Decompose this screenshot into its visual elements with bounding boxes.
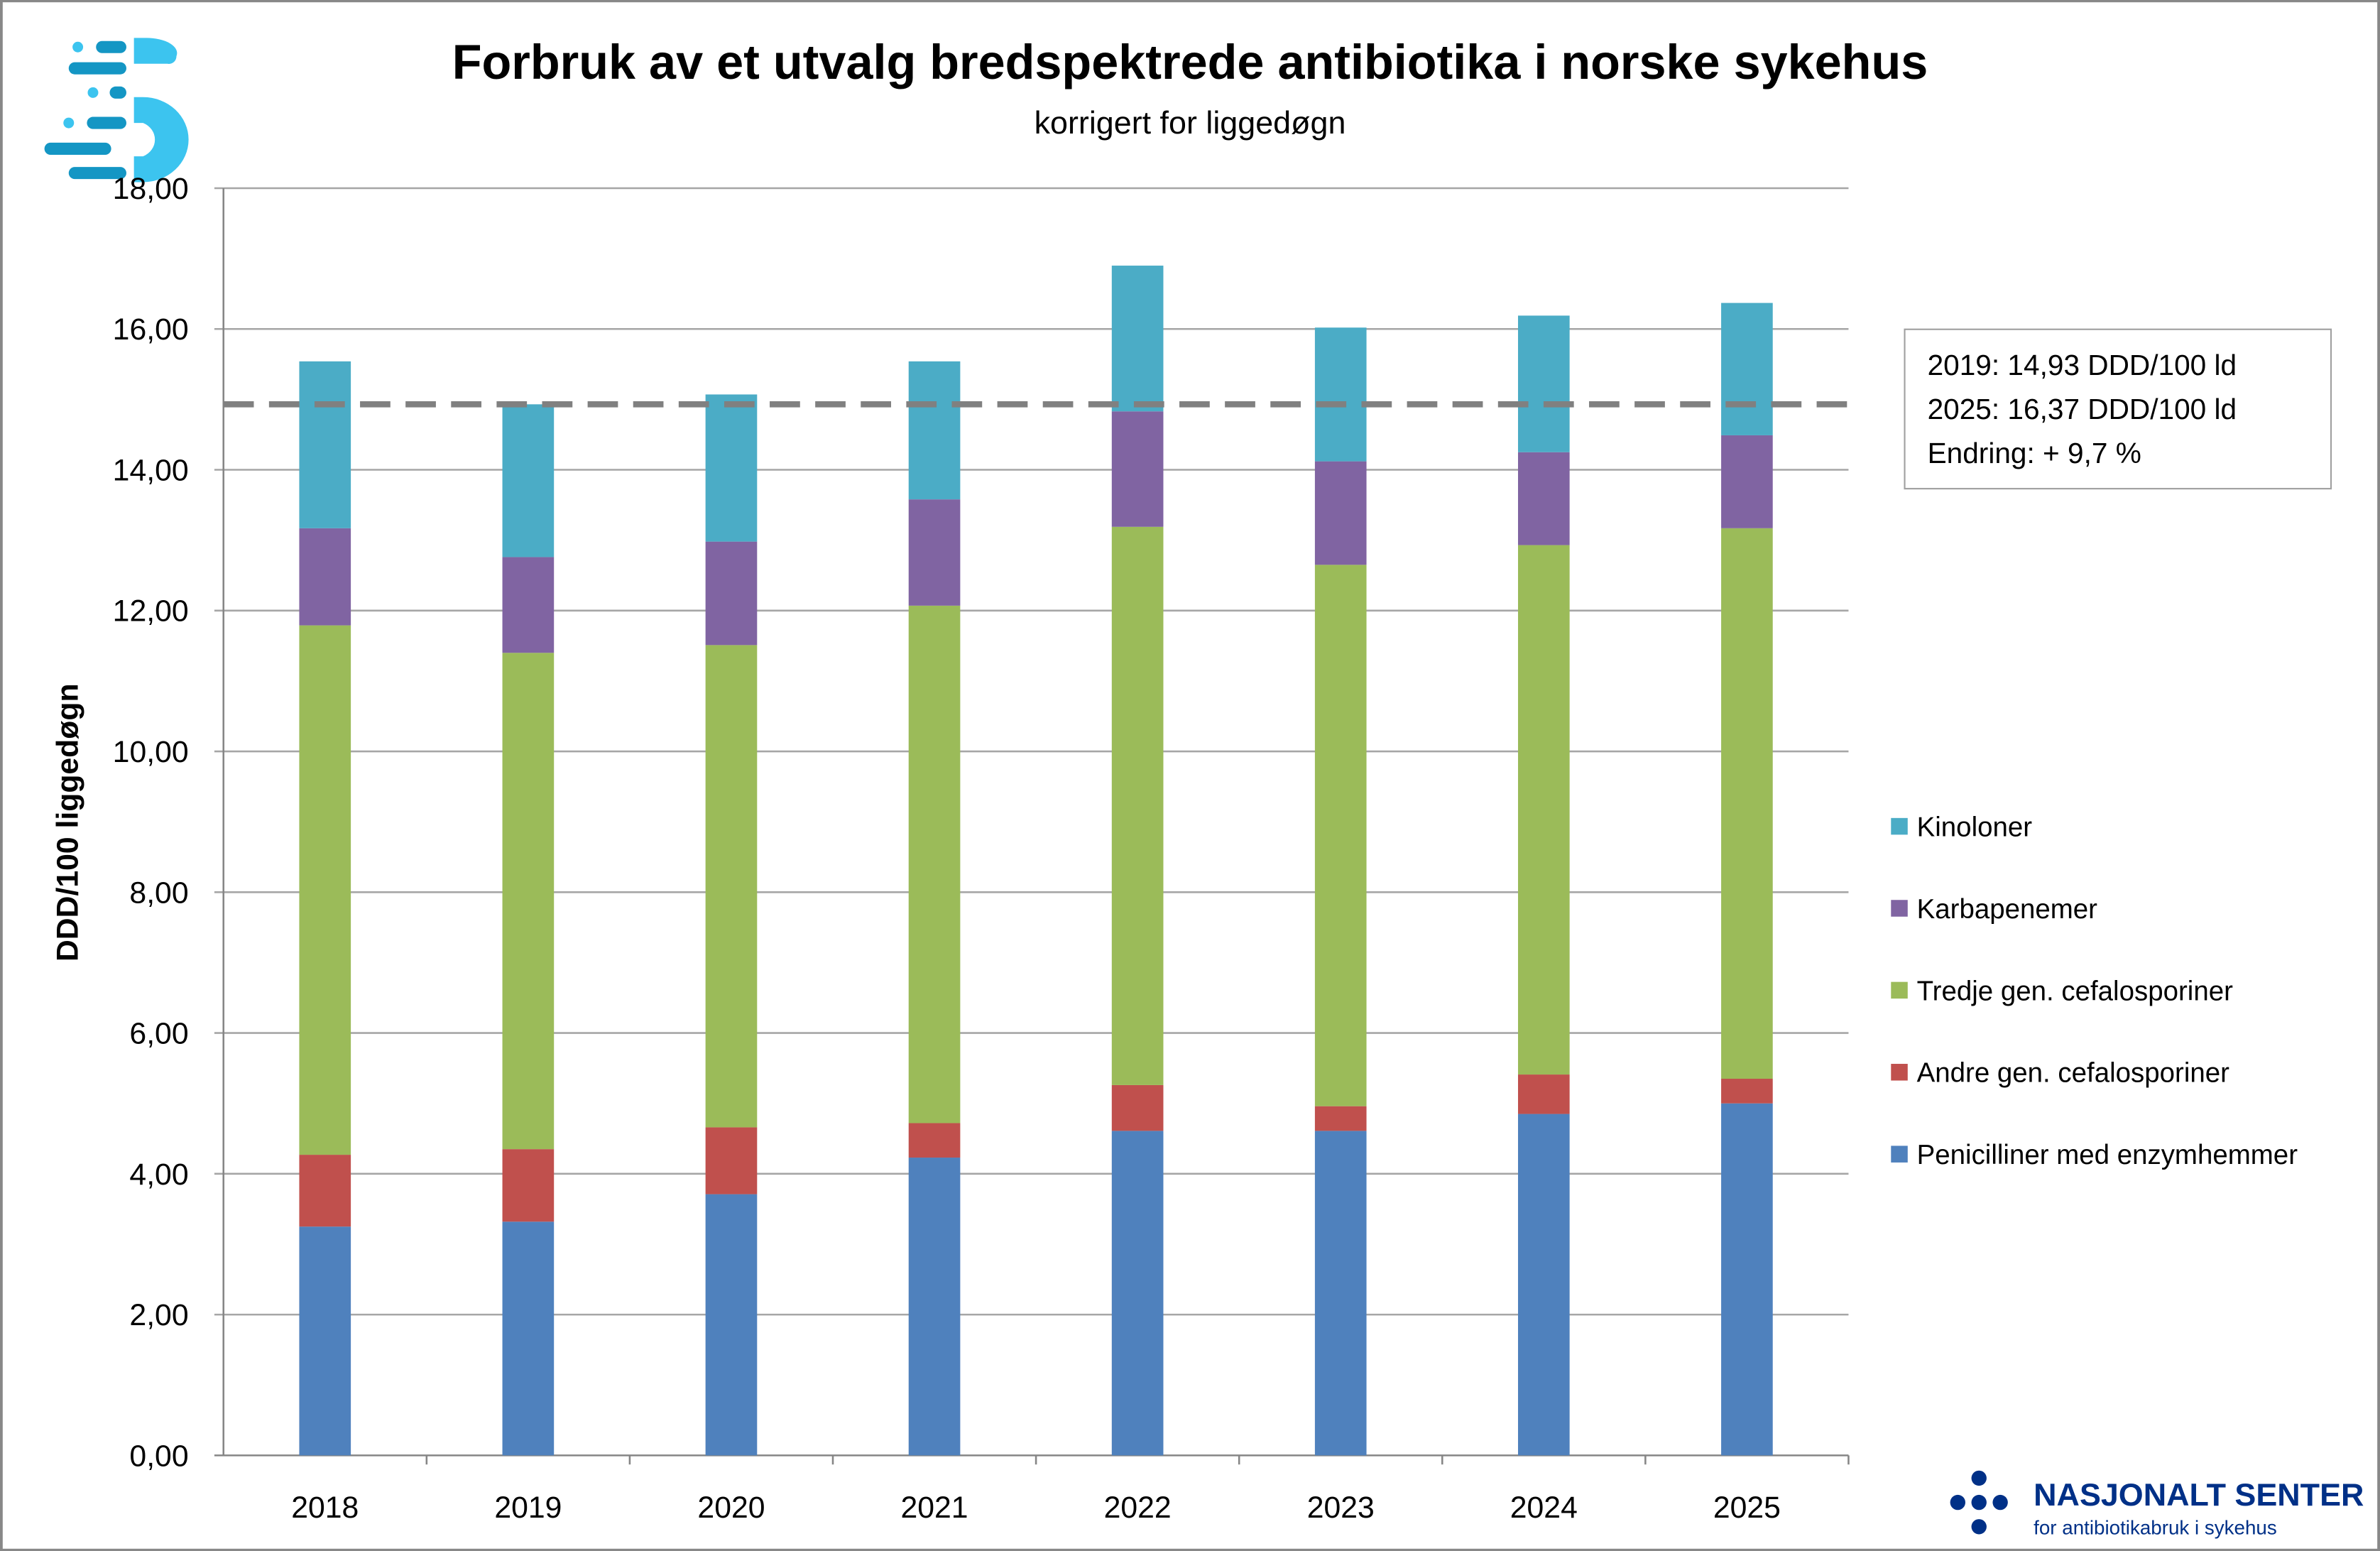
bar-segment-2020-2 [705, 645, 758, 1128]
legend-label: Andre gen. cefalosporiner [1917, 1058, 2230, 1089]
bar-segment-2021-4 [908, 361, 961, 500]
y-tick-labels: 0,00 2,00 4,00 6,00 8,00 10,00 12,00 14,00 16,00… [113, 172, 189, 1473]
bar-segment-2018-1 [299, 1155, 351, 1227]
gridlines [214, 187, 1849, 1457]
chart-subtitle: korrigert for liggedøgn [1035, 104, 1346, 141]
x-tick-label: 2023 [1307, 1491, 1375, 1525]
x-tick-label: 2021 [901, 1491, 968, 1525]
bar-segment-2019-1 [502, 1149, 555, 1222]
bar-segment-2018-2 [299, 625, 351, 1155]
x-tick-labels: 2018 2019 2020 2021 2022 2023 2024 2025 [291, 1455, 1850, 1525]
legend: Kinoloner Karbapenemer Tredje gen. cefalos… [1891, 812, 2298, 1170]
bar-segment-2020-4 [705, 394, 758, 542]
legend-swatch [1891, 817, 1908, 835]
logo-title: NASJONALT SENTER [2034, 1476, 2364, 1513]
y-axis-label: DDD/100 liggedøgn [51, 683, 85, 962]
bar-segment-2022-1 [1111, 1084, 1164, 1131]
bar-segment-2024-0 [1517, 1114, 1570, 1456]
bar-segment-2023-3 [1314, 461, 1367, 565]
bar-segment-2025-0 [1721, 1103, 1773, 1456]
bar-segment-2025-3 [1721, 435, 1773, 528]
y-tick-label: 16,00 [113, 312, 189, 347]
x-tick-label: 2024 [1510, 1491, 1578, 1525]
bar-segment-2023-2 [1314, 565, 1367, 1106]
y-tick-label: 0,00 [129, 1439, 188, 1473]
nasjonalt-senter-logo: NASJONALT SENTER for antibiotikabruk i s… [1950, 1470, 2364, 1538]
legend-swatch [1891, 1064, 1908, 1081]
bar-segment-2023-0 [1314, 1131, 1367, 1456]
bar-segment-2020-0 [705, 1194, 758, 1456]
annotation-box: 2019: 14,93 DDD/100 ld 2025: 16,37 DDD/1… [1904, 328, 2332, 490]
y-tick-label: 14,00 [113, 453, 189, 487]
bar-segment-2021-0 [908, 1158, 961, 1456]
y-tick-label: 4,00 [129, 1158, 188, 1192]
legend-swatch [1891, 1145, 1908, 1163]
bar-segment-2019-2 [502, 653, 555, 1150]
bar-segment-2018-0 [299, 1226, 351, 1456]
bar-segment-2025-1 [1721, 1079, 1773, 1104]
bar-segment-2024-4 [1517, 315, 1570, 452]
s-logo-icon [44, 38, 189, 183]
bar-segment-2021-1 [908, 1123, 961, 1158]
bar-segment-2021-3 [908, 499, 961, 606]
bar-segment-2022-3 [1111, 411, 1164, 527]
y-tick-label: 18,00 [113, 172, 189, 206]
bar-segment-2024-1 [1517, 1074, 1570, 1114]
y-tick-label: 6,00 [129, 1017, 188, 1051]
legend-label: Karbapenemer [1917, 894, 2098, 925]
y-tick-label: 10,00 [113, 735, 189, 769]
x-tick-label: 2018 [291, 1491, 359, 1525]
chart-title: Forbruk av et utvalg bredspektrede antib… [452, 36, 1928, 89]
x-tick-label: 2020 [697, 1491, 765, 1525]
bar-segment-2021-2 [908, 605, 961, 1123]
bar-segment-2025-2 [1721, 528, 1773, 1079]
legend-swatch [1891, 900, 1908, 917]
annotation-line: Endring: + 9,7 % [1928, 437, 2141, 469]
bar-segment-2024-3 [1517, 452, 1570, 545]
bar-segment-2019-3 [502, 557, 555, 653]
y-tick-label: 8,00 [129, 876, 188, 910]
bar-segment-2018-3 [299, 528, 351, 626]
legend-label: Kinoloner [1917, 812, 2033, 842]
bar-segment-2022-4 [1111, 266, 1164, 412]
bars [299, 266, 1773, 1456]
bar-segment-2020-1 [705, 1127, 758, 1194]
bar-segment-2020-3 [705, 541, 758, 646]
bar-segment-2024-2 [1517, 545, 1570, 1075]
bar-segment-2023-1 [1314, 1106, 1367, 1131]
legend-swatch [1891, 981, 1908, 999]
bar-segment-2019-0 [502, 1221, 555, 1456]
legend-label: Tredje gen. cefalosporiner [1917, 976, 2234, 1006]
x-tick-label: 2022 [1104, 1491, 1172, 1525]
logo-subtitle: for antibiotikabruk i sykehus [2034, 1516, 2277, 1538]
bar-segment-2022-2 [1111, 526, 1164, 1085]
annotation-line: 2019: 14,93 DDD/100 ld [1928, 349, 2237, 381]
bar-segment-2018-4 [299, 361, 351, 528]
bar-segment-2023-4 [1314, 327, 1367, 462]
annotation-line: 2025: 16,37 DDD/100 ld [1928, 393, 2237, 425]
x-tick-label: 2025 [1713, 1491, 1781, 1525]
y-tick-label: 12,00 [113, 594, 189, 628]
bar-segment-2025-4 [1721, 303, 1773, 435]
bar-segment-2019-4 [502, 404, 555, 557]
x-tick-label: 2019 [494, 1491, 562, 1525]
y-tick-label: 2,00 [129, 1298, 188, 1332]
legend-label: Penicilliner med enzymhemmer [1917, 1140, 2298, 1170]
bar-segment-2022-0 [1111, 1131, 1164, 1456]
